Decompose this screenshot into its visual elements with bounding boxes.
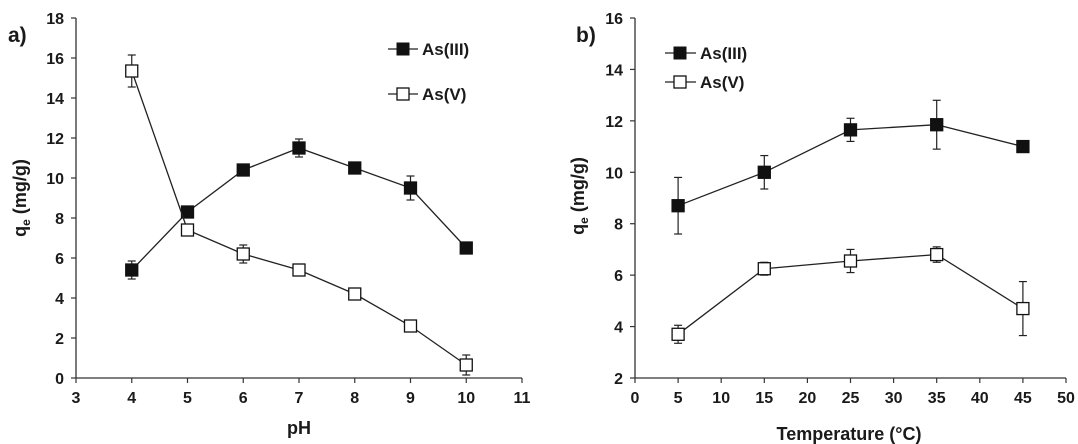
data-point-a-0: [348, 161, 362, 175]
y-tick-label-a: 10: [46, 171, 64, 188]
y-tick-label-a: 2: [55, 331, 64, 348]
x-tick-label-a: 4: [127, 390, 136, 407]
legend-a-marker-2: [396, 87, 410, 101]
y-axis-title-a-sub: e: [19, 219, 33, 226]
y-tick-label-a: 16: [46, 51, 64, 68]
axis-ticks-b: 0 5 10 15 20 25 30 35 40 45 50 2 4 6 8 10 12 14 16: [605, 11, 1075, 407]
axis-ticks-a: 3 4 5 6 7 8 9 10 11 0 2 4 6 8 10 12 14 16 18: [46, 11, 530, 407]
y-axis-title-b-unit: (mg/g): [568, 157, 588, 217]
legend-a-label-2: As(V): [422, 85, 466, 104]
legend-a-label-1: As(III): [422, 40, 469, 59]
y-tick-label-b: 4: [614, 320, 623, 337]
data-point-a-1: [459, 358, 473, 372]
x-tick-label-b: 50: [1057, 390, 1075, 407]
y-tick-label-b: 6: [614, 268, 623, 285]
data-point-a-1: [292, 263, 306, 277]
legend-b: As(III) As(V): [665, 44, 747, 92]
legend-a-marker-1: [396, 42, 410, 56]
series-group-a: [125, 54, 473, 376]
data-point-b-0: [843, 123, 858, 137]
x-tick-label-b: 30: [885, 390, 903, 407]
data-point-b-1: [843, 254, 858, 268]
y-tick-label-a: 12: [46, 131, 64, 148]
x-axis-title-a: pH: [287, 418, 311, 438]
x-tick-label-a: 11: [514, 390, 531, 407]
y-axis-title-a-q: q: [10, 226, 30, 237]
x-tick-label-a: 8: [350, 390, 359, 407]
x-tick-label-b: 5: [674, 390, 683, 407]
x-tick-label-a: 3: [72, 390, 81, 407]
data-point-a-1: [125, 64, 139, 78]
y-tick-label-a: 18: [46, 11, 64, 28]
y-axis-title-b: qe (mg/g): [568, 157, 591, 235]
series-group-b: [671, 99, 1030, 344]
y-tick-label-b: 12: [605, 114, 623, 131]
y-axis-title-a: qe (mg/g): [10, 159, 33, 237]
data-point-b-1: [1016, 301, 1030, 316]
x-tick-label-b: 10: [712, 390, 730, 407]
y-tick-label-b: 16: [605, 11, 623, 28]
x-tick-label-a: 10: [457, 390, 475, 407]
y-tick-label-a: 14: [46, 91, 64, 108]
y-tick-label-b: 10: [605, 165, 623, 182]
data-point-b-1: [930, 247, 944, 262]
x-tick-label-b: 15: [755, 390, 773, 407]
legend-b-marker-1: [673, 46, 687, 60]
data-point-a-0: [403, 181, 418, 195]
y-axis-title-a-unit: (mg/g): [10, 159, 30, 219]
y-tick-label-a: 8: [55, 211, 64, 228]
legend-b-label-2: As(V): [700, 73, 744, 92]
y-tick-label-b: 14: [605, 62, 623, 79]
legend-a: As(III) As(V): [388, 40, 469, 104]
x-axis-title-b: Temperature (°C): [777, 424, 922, 444]
data-point-a-1: [348, 287, 362, 301]
data-point-a-1: [403, 319, 418, 333]
data-point-a-0: [125, 263, 139, 277]
x-tick-label-b: 40: [971, 390, 989, 407]
x-tick-label-a: 9: [406, 390, 415, 407]
y-tick-label-a: 0: [55, 371, 64, 388]
x-tick-label-b: 0: [631, 390, 640, 407]
data-point-b-0: [930, 118, 944, 132]
data-point-a-0: [292, 141, 306, 155]
y-tick-label-a: 4: [55, 291, 64, 308]
y-axis-title-b-q: q: [568, 224, 588, 235]
y-tick-label-b: 2: [614, 371, 623, 388]
y-tick-label-a: 6: [55, 251, 64, 268]
data-point-b-0: [757, 165, 771, 179]
data-point-a-0: [236, 163, 250, 177]
data-point-a-1: [180, 223, 195, 237]
x-tick-label-a: 7: [295, 390, 304, 407]
panel-label-a: a): [8, 24, 27, 47]
data-point-b-0: [1016, 139, 1030, 154]
data-point-b-1: [671, 327, 685, 341]
x-tick-label-b: 45: [1014, 390, 1032, 407]
y-axis-title-b-sub: e: [577, 217, 591, 224]
data-point-a-1: [236, 247, 250, 261]
x-tick-label-a: 5: [183, 390, 192, 407]
chart-panel-a: a) 3 4 5 6 7 8 9 10 11 0 2 4 6 8 10 12 14 16 18 pH qe (mg/…: [8, 11, 531, 438]
panel-label-b: b): [576, 24, 596, 47]
x-tick-label-b: 25: [842, 390, 860, 407]
x-tick-label-a: 6: [239, 390, 248, 407]
data-point-b-1: [757, 262, 771, 276]
data-point-a-0: [459, 241, 473, 255]
data-point-b-0: [671, 199, 685, 213]
x-tick-label-b: 20: [799, 390, 817, 407]
x-tick-label-b: 35: [928, 390, 946, 407]
legend-b-label-1: As(III): [700, 44, 747, 63]
y-tick-label-b: 8: [614, 217, 623, 234]
chart-panel-b: b) 0 5 10 15 20 25 30 35 40 45 50 2 4 6 8 10 12 14 16 Temp…: [568, 11, 1075, 444]
legend-b-marker-2: [673, 75, 687, 89]
